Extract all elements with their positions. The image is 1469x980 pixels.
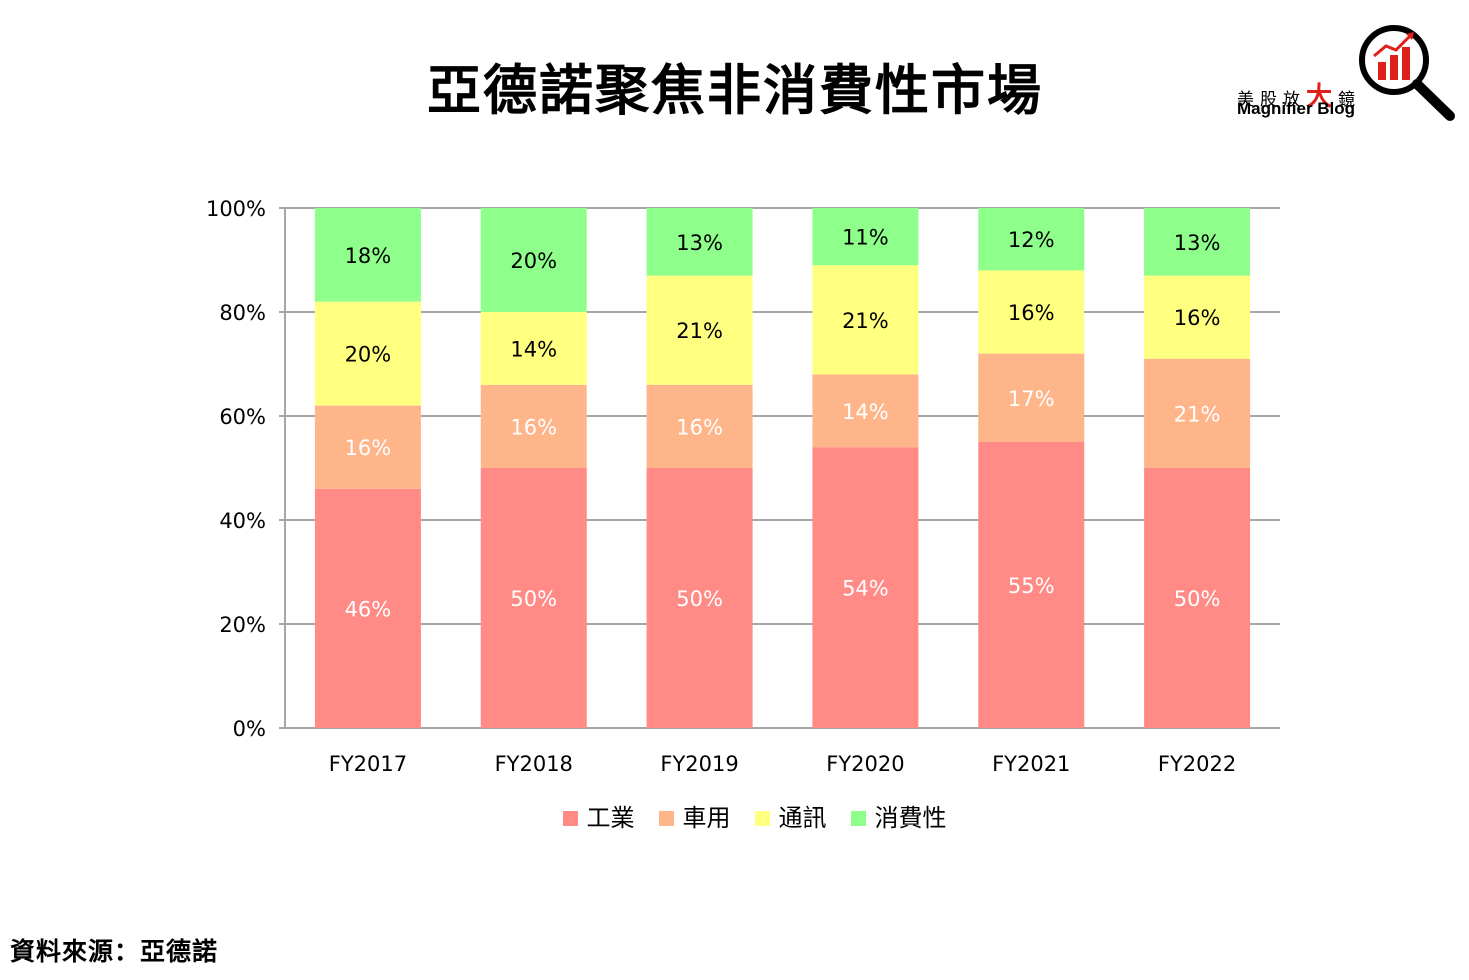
- legend-label: 工業: [586, 804, 635, 832]
- legend-item: 工業: [562, 801, 635, 835]
- data-label: 17%: [1008, 387, 1055, 411]
- data-label: 55%: [1008, 574, 1055, 598]
- stacked-bar-chart: 0% 20% 40% 60% 80% 100% 46% 16% 20% 18% FY2017 50% 1…: [206, 197, 1280, 776]
- legend-item: 消費性: [850, 801, 947, 835]
- data-label: 16%: [1174, 306, 1221, 330]
- data-label: 13%: [1174, 231, 1221, 255]
- x-tick-label: FY2021: [992, 752, 1070, 776]
- data-label: 21%: [676, 319, 723, 343]
- data-label: 12%: [1008, 228, 1055, 252]
- data-label: 21%: [1174, 402, 1221, 426]
- bar-segment: [480, 384, 587, 468]
- bar-segment: [812, 265, 919, 375]
- data-label: 14%: [510, 337, 557, 361]
- bar-segment: [646, 275, 753, 385]
- data-label: 18%: [345, 244, 392, 268]
- bar-segment: [978, 353, 1085, 442]
- data-label: 16%: [510, 415, 557, 439]
- bar-segment: [1144, 275, 1251, 359]
- bar-segment: [812, 374, 919, 448]
- bar-segment: [480, 468, 587, 728]
- brand-logo: 美股放大鏡 Magnifier Blog: [1232, 22, 1462, 132]
- bar-segment: [314, 301, 421, 406]
- bar-segment: [314, 208, 421, 302]
- data-label: 13%: [676, 231, 723, 255]
- y-tick-label: 80%: [219, 301, 266, 325]
- legend-label: 通訊: [778, 804, 827, 832]
- x-tick-label: FY2018: [495, 752, 573, 776]
- legend-label: 消費性: [874, 804, 947, 832]
- legend-item: 通訊: [754, 801, 827, 835]
- data-label: 16%: [676, 415, 723, 439]
- x-tick-label: FY2017: [329, 752, 407, 776]
- data-label: 20%: [510, 249, 557, 273]
- bar-segment: [314, 488, 421, 728]
- data-label: 20%: [345, 343, 392, 367]
- data-label: 11%: [842, 226, 889, 250]
- bar-segment: [480, 208, 587, 312]
- bar-segment: [314, 405, 421, 489]
- bar-segment: [1144, 358, 1251, 468]
- bar-segment: [978, 208, 1085, 271]
- data-label: 50%: [510, 587, 557, 611]
- y-tick-label: 60%: [219, 405, 266, 429]
- bar-segment: [978, 270, 1085, 354]
- legend-swatch: [658, 810, 674, 826]
- brand-name-en: Magnifier Blog: [1237, 99, 1356, 118]
- source-note: 資料來源：亞德諾: [10, 937, 219, 966]
- legend-item: 車用: [658, 801, 731, 835]
- data-label: 46%: [345, 597, 392, 621]
- brand-name-zh: 美股放大鏡: [1237, 82, 1362, 112]
- page-title: 亞德諾聚焦非消費性市場: [427, 59, 1043, 122]
- data-label: 21%: [842, 309, 889, 333]
- x-tick-label: FY2022: [1158, 752, 1236, 776]
- bar-segment: [480, 312, 587, 385]
- legend-swatch: [754, 810, 770, 826]
- chart-legend: 工業 車用 通訊 消費性: [0, 801, 1469, 835]
- y-tick-label: 100%: [206, 197, 266, 221]
- data-label: 14%: [842, 400, 889, 424]
- magnifier-bar-chart-icon: [1359, 25, 1455, 121]
- legend-swatch: [562, 810, 578, 826]
- bar-segment: [646, 468, 753, 728]
- bar-segment: [646, 208, 753, 276]
- x-tick-label: FY2020: [826, 752, 904, 776]
- y-tick-label: 0%: [233, 717, 266, 741]
- legend-label: 車用: [682, 804, 731, 832]
- data-label: 54%: [842, 577, 889, 601]
- bar-segment: [1144, 468, 1251, 728]
- data-label: 50%: [1174, 587, 1221, 611]
- data-label: 16%: [1008, 301, 1055, 325]
- data-label: 50%: [676, 587, 723, 611]
- y-tick-label: 40%: [219, 509, 266, 533]
- y-tick-label: 20%: [219, 613, 266, 637]
- bar-segment: [646, 384, 753, 468]
- x-tick-label: FY2019: [660, 752, 738, 776]
- bar-segment: [812, 208, 919, 266]
- data-label: 16%: [345, 436, 392, 460]
- bar-segment: [1144, 208, 1251, 276]
- legend-swatch: [850, 810, 866, 826]
- bar-segment: [978, 442, 1085, 728]
- bar-segment: [812, 447, 919, 728]
